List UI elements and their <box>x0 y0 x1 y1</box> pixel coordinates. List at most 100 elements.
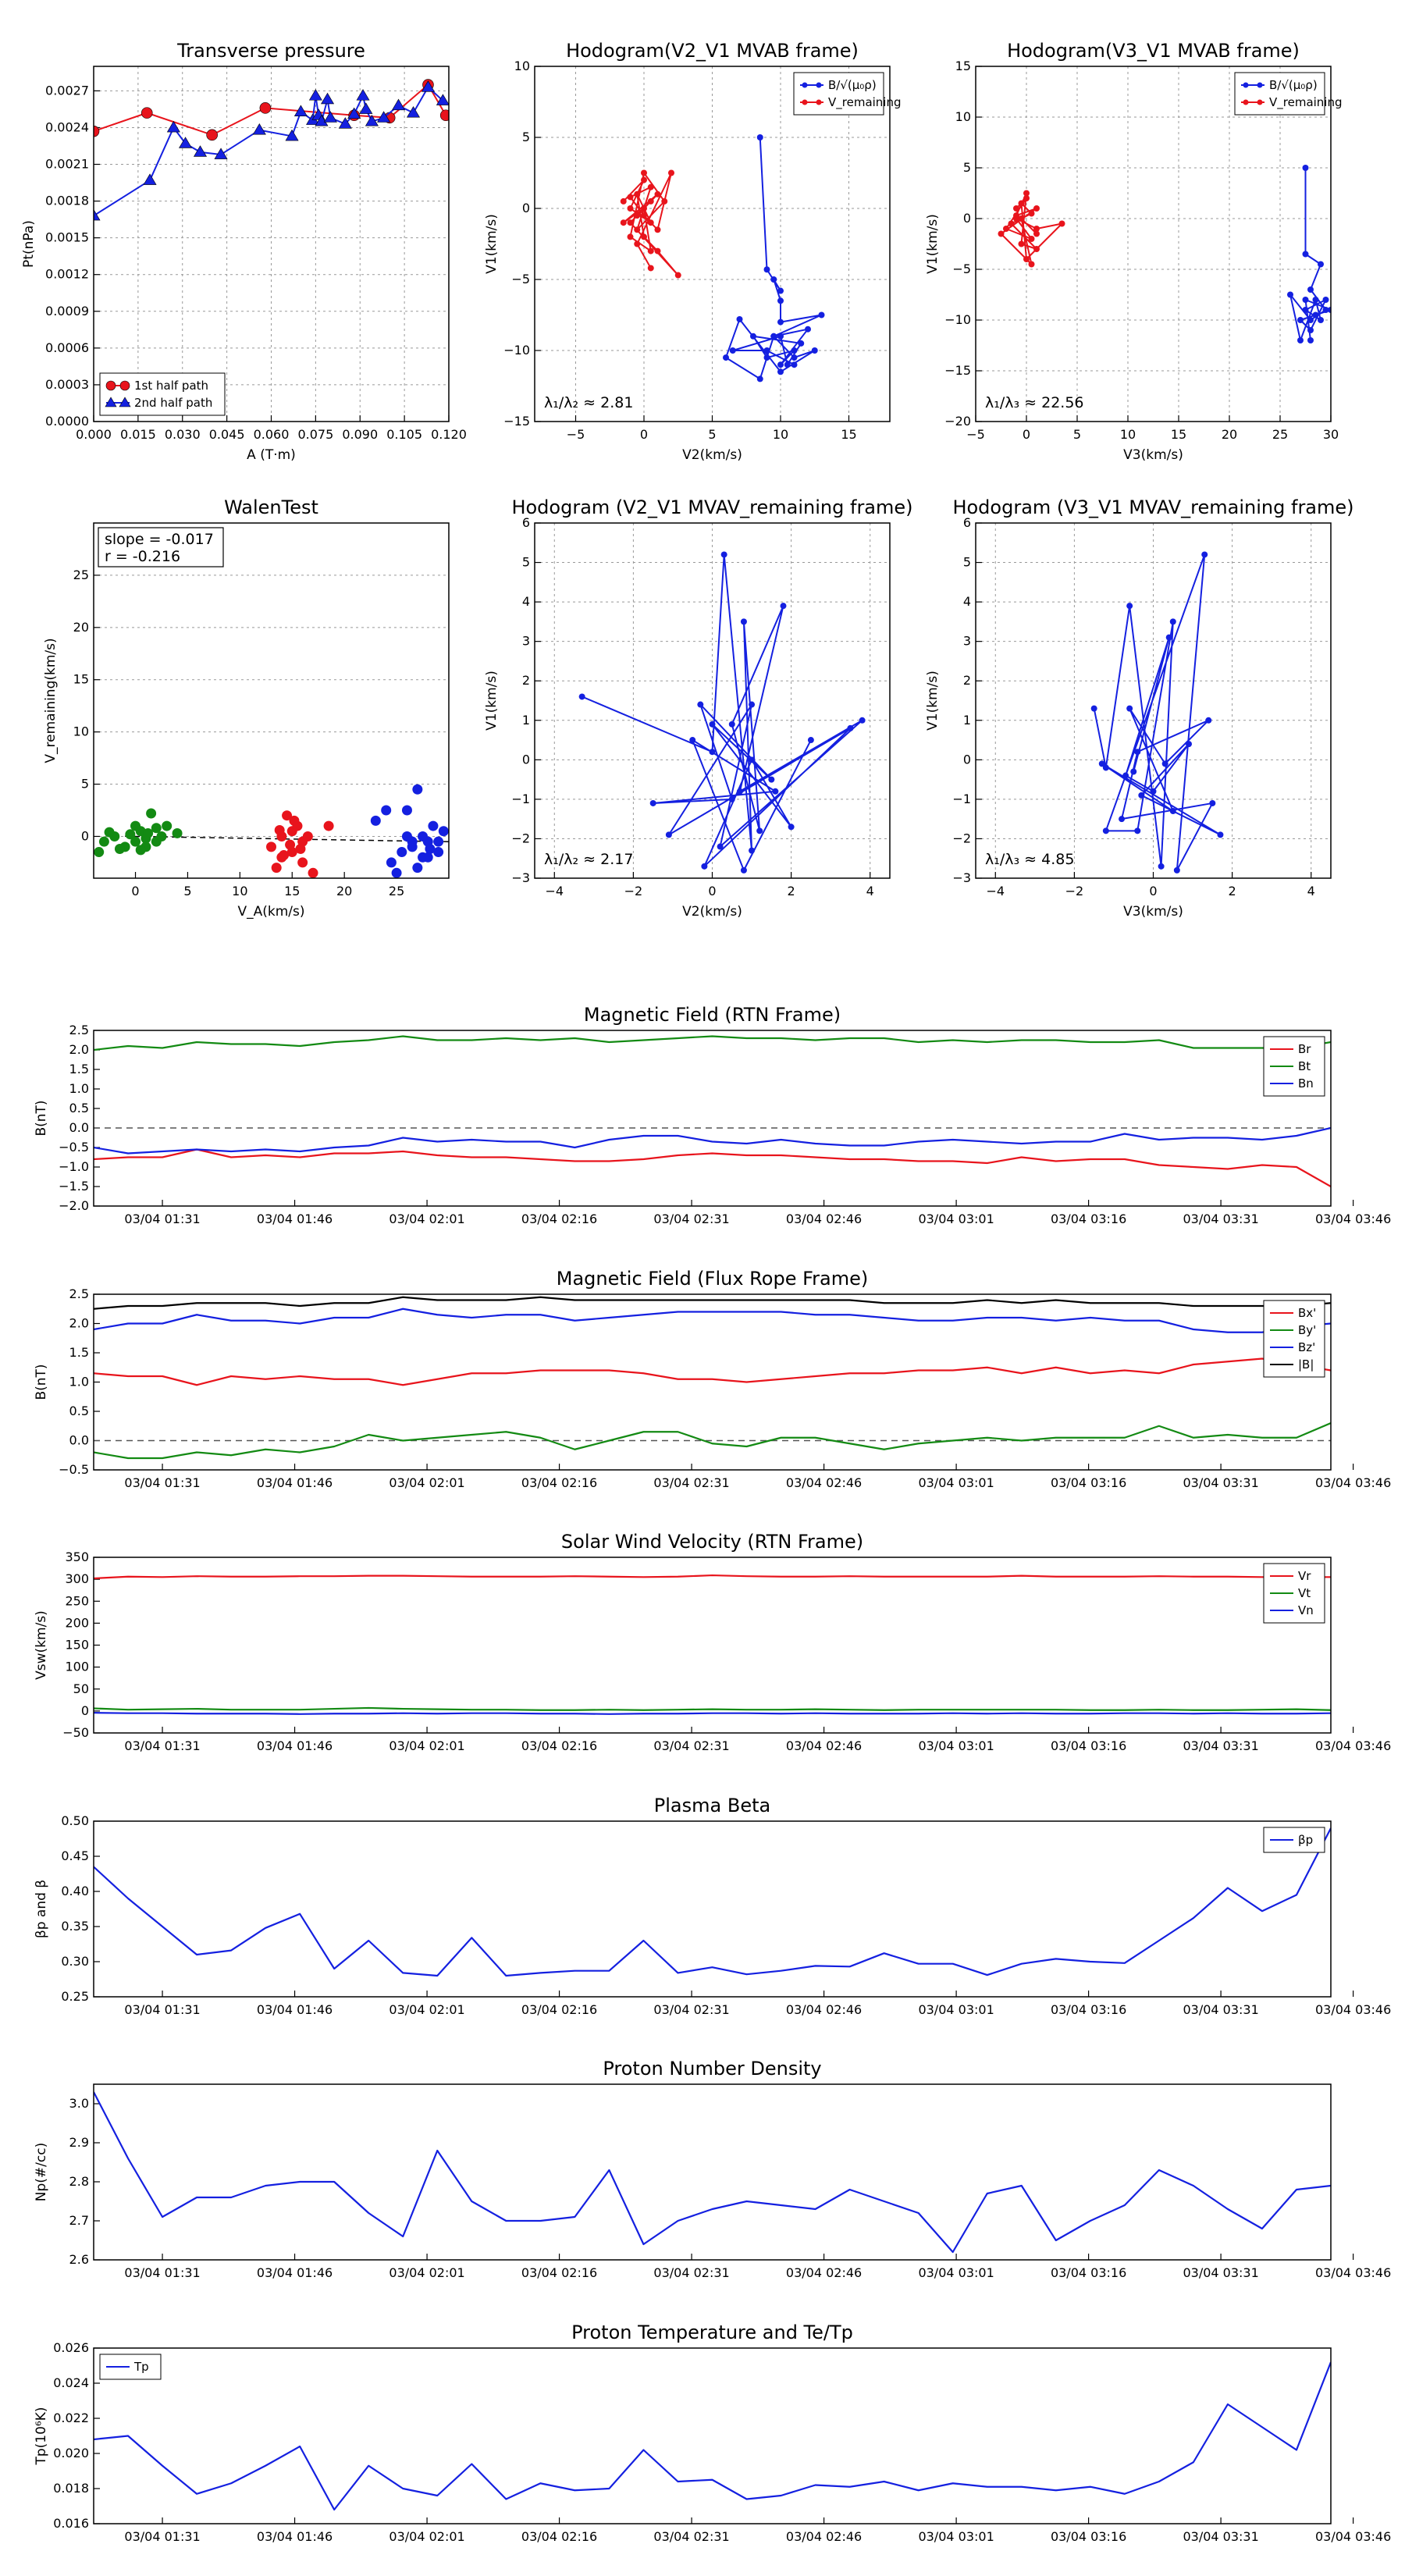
data-point <box>641 212 647 219</box>
data-point <box>293 105 308 116</box>
data-point <box>1102 764 1109 771</box>
y-tick-label: −2 <box>511 831 530 845</box>
eigenvalue-ratio: λ₁/λ₃ ≈ 4.85 <box>985 851 1074 868</box>
data-point <box>805 326 811 333</box>
data-point <box>647 247 654 254</box>
x-tick-label: 0.075 <box>297 427 333 442</box>
data-point <box>1028 261 1035 268</box>
data-point <box>1287 291 1293 298</box>
y-tick-label: 5 <box>963 555 971 570</box>
data-point <box>1018 200 1025 207</box>
data-point <box>763 354 770 361</box>
x-tick-label: 03/04 02:31 <box>653 2265 729 2280</box>
y-axis-label: Vsw(km/s) <box>34 1610 49 1680</box>
legend-label: 1st half path <box>134 379 208 393</box>
legend-box <box>793 72 884 116</box>
series-line-V_remaining <box>622 172 679 276</box>
data-point <box>811 347 818 354</box>
x-tick-label: 03/04 03:31 <box>1183 1212 1258 1226</box>
data-point <box>777 361 784 368</box>
data-point <box>634 212 641 219</box>
axes-frame <box>93 1820 1332 1998</box>
y-tick-label: 100 <box>65 1660 89 1674</box>
y-tick-label: 0.018 <box>53 2481 89 2496</box>
data-point <box>791 354 798 361</box>
legend-label: Bz' <box>1298 1340 1315 1354</box>
x-tick-label: 0.120 <box>431 427 467 442</box>
x-tick-label: 03/04 03:16 <box>1051 1212 1126 1226</box>
y-tick-label: 2.7 <box>69 2213 89 2228</box>
y-tick-label: −0.5 <box>59 1462 89 1477</box>
x-tick-label: 03/04 03:16 <box>1051 1475 1126 1490</box>
x-tick-label: 0 <box>640 427 648 442</box>
x-tick-label: 03/04 03:31 <box>1183 2002 1258 2017</box>
data-point <box>397 847 407 858</box>
x-tick-label: 0.105 <box>386 427 422 442</box>
x-tick-label: −2 <box>1065 884 1084 898</box>
y-tick-label: −3 <box>952 870 971 885</box>
x-tick-label: 03/04 03:01 <box>918 1212 994 1226</box>
y-tick-label: 4 <box>963 594 971 609</box>
data-point <box>1169 808 1176 815</box>
data-point <box>1209 799 1216 806</box>
data-point <box>436 94 449 105</box>
y-axis-label: V_remaining(km/s) <box>43 638 59 763</box>
x-axis-label: V3(km/s) <box>1123 447 1183 463</box>
y-tick-label: 6 <box>522 515 530 530</box>
legend-marker <box>105 380 116 391</box>
x-tick-label: 0 <box>1149 884 1157 898</box>
legend-label: Bt <box>1298 1059 1311 1073</box>
data-point <box>1013 212 1019 219</box>
legend-label: Br <box>1298 1042 1311 1056</box>
data-point <box>179 137 193 148</box>
data-point <box>302 831 313 841</box>
data-point <box>143 827 154 838</box>
y-tick-label: 2.0 <box>69 1316 89 1331</box>
x-tick-label: 2 <box>788 884 795 898</box>
data-point <box>1322 297 1329 303</box>
y-tick-label: 0.016 <box>53 2516 89 2531</box>
series-line-Vn <box>94 1712 1331 1715</box>
data-point <box>620 219 627 226</box>
x-tick-label: 03/04 02:46 <box>786 1738 862 1753</box>
data-point <box>709 749 716 756</box>
y-axis-label: B(nT) <box>34 1100 49 1136</box>
data-point <box>717 843 724 850</box>
x-tick-label: 0.090 <box>342 427 378 442</box>
data-point <box>654 226 661 233</box>
y-tick-label: 0.0006 <box>45 340 89 355</box>
y-axis-label: Pt(nPa) <box>21 220 37 268</box>
data-point <box>94 847 105 858</box>
data-point <box>788 824 795 831</box>
data-point <box>279 850 290 861</box>
chart-title: Plasma Beta <box>654 1795 770 1816</box>
x-tick-label: 03/04 01:31 <box>124 2265 200 2280</box>
data-point <box>723 354 729 361</box>
x-tick-label: 0 <box>708 884 716 898</box>
x-tick-label: 03/04 02:46 <box>786 1212 862 1226</box>
y-tick-label: 0.0000 <box>45 414 89 429</box>
x-tick-label: 03/04 02:31 <box>653 1475 729 1490</box>
data-point <box>647 265 654 272</box>
x-tick-label: 20 <box>336 884 352 898</box>
y-tick-label: 0.0015 <box>45 230 89 245</box>
data-point <box>422 852 433 863</box>
y-tick-label: 0.0018 <box>45 194 89 208</box>
y-tick-label: 350 <box>65 1550 89 1564</box>
y-tick-label: 25 <box>73 568 89 582</box>
data-point <box>439 109 449 122</box>
y-tick-label: −0.5 <box>59 1140 89 1155</box>
x-tick-label: 03/04 03:46 <box>1315 1738 1391 1753</box>
y-axis-label: Np(#/cc) <box>34 2143 49 2201</box>
data-point <box>347 107 361 119</box>
y-tick-label: 15 <box>955 59 971 73</box>
data-point <box>266 841 276 852</box>
series-line-data <box>94 2091 1331 2254</box>
y-tick-label: −1 <box>952 792 971 806</box>
stats-line: slope = -0.017 <box>105 531 214 548</box>
data-point <box>701 863 708 870</box>
y-tick-label: 3.0 <box>69 2096 89 2111</box>
data-point <box>1008 220 1015 227</box>
data-point <box>784 361 791 368</box>
x-tick-label: 03/04 02:31 <box>653 2529 729 2544</box>
